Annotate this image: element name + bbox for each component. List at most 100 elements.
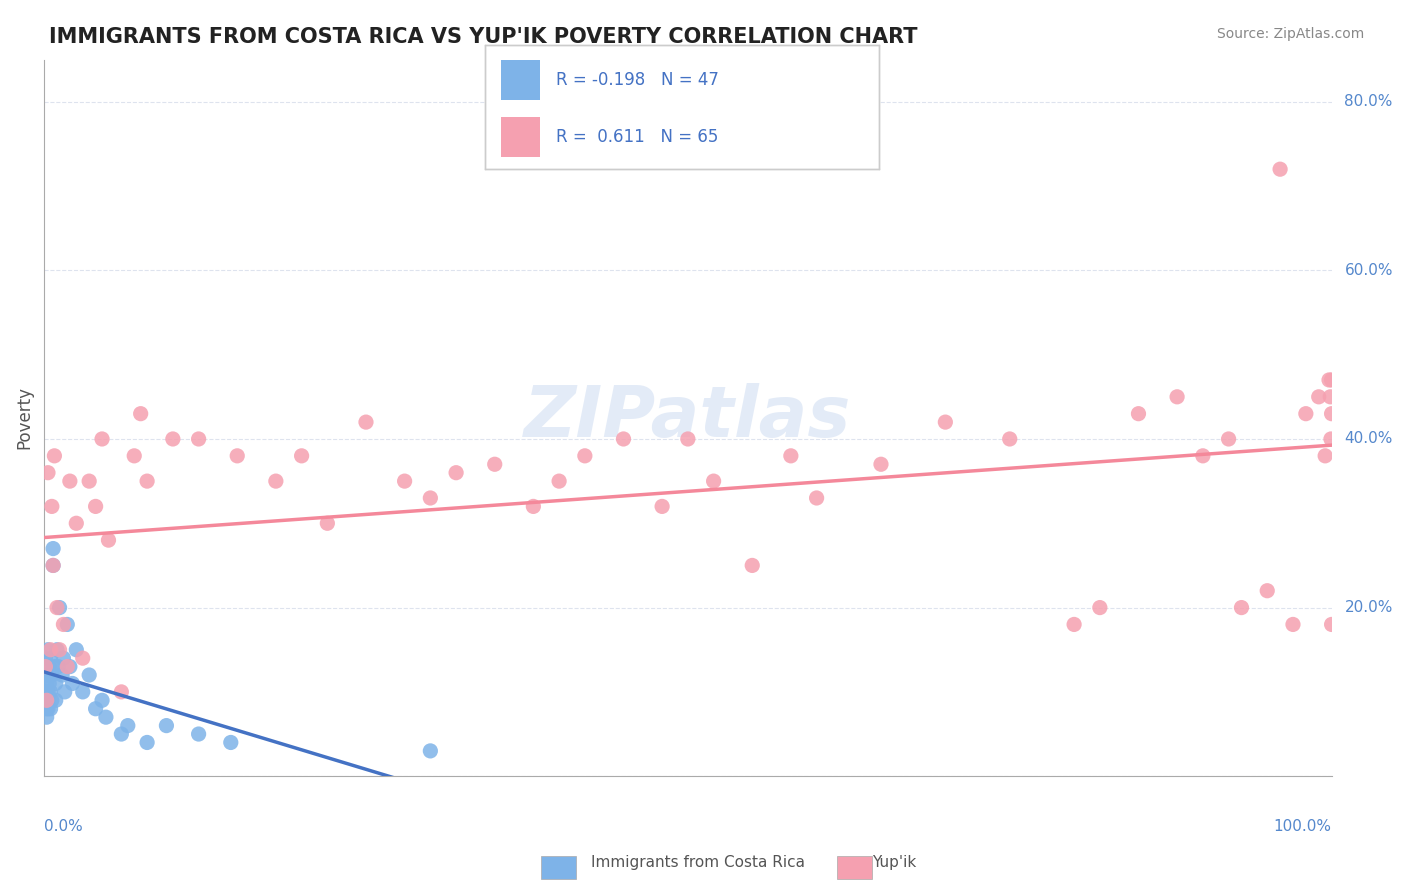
Point <box>65 642 87 657</box>
Point <box>998 432 1021 446</box>
Point <box>1166 390 1188 404</box>
Point <box>41 668 63 682</box>
Point <box>934 415 956 429</box>
Point <box>394 474 416 488</box>
Point <box>1319 390 1341 404</box>
Point <box>187 727 209 741</box>
Point <box>65 516 87 531</box>
Point <box>35 676 58 690</box>
Point <box>97 533 120 548</box>
Point <box>84 500 107 514</box>
Point <box>1317 373 1340 387</box>
Point <box>35 693 58 707</box>
Point <box>136 735 159 749</box>
Point <box>444 466 467 480</box>
Text: ZIPatlas: ZIPatlas <box>524 384 852 452</box>
Point <box>35 685 58 699</box>
Point <box>264 474 287 488</box>
Point <box>84 702 107 716</box>
Point <box>676 432 699 446</box>
Point <box>53 685 76 699</box>
Point <box>45 676 67 690</box>
Point <box>155 718 177 732</box>
FancyBboxPatch shape <box>501 117 540 157</box>
Point <box>548 474 571 488</box>
Point <box>1256 583 1278 598</box>
Point <box>39 685 62 699</box>
Point <box>39 651 62 665</box>
Point <box>52 617 75 632</box>
Point <box>612 432 634 446</box>
Point <box>870 457 893 471</box>
Point <box>1063 617 1085 632</box>
FancyBboxPatch shape <box>501 60 540 100</box>
Point <box>187 432 209 446</box>
Point <box>42 541 65 556</box>
Point <box>37 642 59 657</box>
Point <box>226 449 249 463</box>
Point <box>1295 407 1317 421</box>
Point <box>37 693 59 707</box>
Point <box>48 642 70 657</box>
Point <box>46 642 69 657</box>
Point <box>117 718 139 732</box>
Point <box>1230 600 1253 615</box>
Point <box>419 491 441 505</box>
Point <box>122 449 145 463</box>
Point <box>574 449 596 463</box>
Point <box>91 432 114 446</box>
Point <box>38 659 60 673</box>
Point <box>37 702 59 716</box>
Text: Source: ZipAtlas.com: Source: ZipAtlas.com <box>1216 27 1364 41</box>
Y-axis label: Poverty: Poverty <box>15 386 32 450</box>
Point <box>1128 407 1150 421</box>
Point <box>522 500 544 514</box>
Point <box>48 600 70 615</box>
Point <box>741 558 763 573</box>
Point <box>35 659 58 673</box>
Point <box>779 449 801 463</box>
Point <box>1192 449 1215 463</box>
Point <box>1218 432 1240 446</box>
Point <box>77 668 100 682</box>
Point <box>316 516 339 531</box>
Point <box>354 415 377 429</box>
Point <box>35 702 58 716</box>
Text: 100.0%: 100.0% <box>1274 819 1331 834</box>
Point <box>56 659 79 673</box>
Point <box>51 668 73 682</box>
Point <box>42 558 65 573</box>
Point <box>34 693 56 707</box>
Text: 40.0%: 40.0% <box>1344 432 1393 447</box>
Point <box>37 668 59 682</box>
Point <box>34 668 56 682</box>
Point <box>94 710 117 724</box>
Point <box>1315 449 1337 463</box>
Point <box>1320 432 1343 446</box>
Point <box>1320 407 1343 421</box>
Point <box>52 651 75 665</box>
Point <box>1282 617 1305 632</box>
Text: 60.0%: 60.0% <box>1344 263 1393 278</box>
Point <box>1320 617 1343 632</box>
Point <box>129 407 152 421</box>
Point <box>39 642 62 657</box>
Point <box>806 491 828 505</box>
Point <box>37 466 59 480</box>
Point <box>34 659 56 673</box>
Point <box>291 449 314 463</box>
Point <box>110 685 132 699</box>
Text: 80.0%: 80.0% <box>1344 95 1393 109</box>
Point <box>41 500 63 514</box>
Point <box>651 500 673 514</box>
Point <box>136 474 159 488</box>
Point <box>59 474 82 488</box>
Point <box>1268 162 1291 177</box>
Point <box>41 693 63 707</box>
Point <box>44 449 66 463</box>
Point <box>419 744 441 758</box>
Point <box>35 710 58 724</box>
Point <box>72 651 94 665</box>
Text: Yup'ik: Yup'ik <box>872 855 915 870</box>
Point <box>44 659 66 673</box>
